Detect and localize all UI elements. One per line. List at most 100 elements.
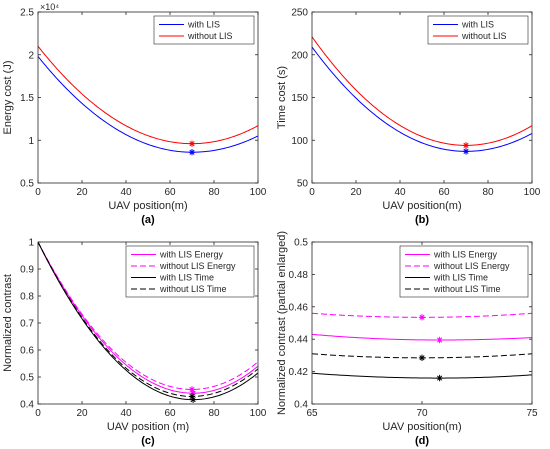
x-tick-label: 40 xyxy=(120,187,132,198)
y-tick-label: 0.5 xyxy=(294,238,308,249)
x-tick-label: 40 xyxy=(394,187,406,198)
panel-d: 65 70 75 0.4 0.42 0.44 0.46 0.48 0.5 UAV position… xyxy=(276,231,538,447)
panel-label: (a) xyxy=(141,214,155,226)
series-line-0 xyxy=(312,333,532,341)
y-tick-label: 50 xyxy=(297,179,309,190)
x-axis-label: UAV position(m) xyxy=(382,421,461,433)
legend-entry: without LIS Energy xyxy=(159,261,236,271)
x-tick-label: 75 xyxy=(526,408,538,419)
y-tick-label: 250 xyxy=(291,8,308,19)
min-marker-1 xyxy=(188,140,196,147)
x-tick-label: 0 xyxy=(35,187,41,198)
legend-entry: without LIS xyxy=(187,31,233,41)
y-tick-label: 0.6 xyxy=(20,346,34,357)
legend-entry: with LIS Energy xyxy=(433,250,498,260)
x-tick-label: 0 xyxy=(309,187,315,198)
series-group xyxy=(312,312,532,382)
min-marker-0 xyxy=(436,336,443,344)
y-tick-label: 1 xyxy=(28,238,34,249)
y-tick-label: 200 xyxy=(291,50,308,61)
min-marker-2 xyxy=(436,374,443,382)
series-group xyxy=(38,242,258,403)
x-tick-label: 20 xyxy=(76,408,88,419)
x-tick-label: 60 xyxy=(438,187,450,198)
y-axis-label: Time cost (s) xyxy=(276,66,288,129)
legend-entry: with LIS Energy xyxy=(159,250,224,260)
y-tick-label: 1 xyxy=(28,136,34,147)
legend-box xyxy=(427,15,529,45)
legend-entry: with LIS xyxy=(461,20,494,30)
series-line-1 xyxy=(38,242,258,390)
panel-b: 0 20 40 60 80 100 50 100 150 200 250 UAV position(m… xyxy=(276,8,541,227)
series-line-1 xyxy=(312,36,532,146)
y-tick-label: 0.8 xyxy=(20,292,34,303)
x-tick-label: 80 xyxy=(482,187,494,198)
y-axis-label: Normalized contrast xyxy=(2,274,14,372)
x-tick-label: 100 xyxy=(250,187,267,198)
min-marker-1 xyxy=(462,142,470,149)
min-marker-2 xyxy=(189,396,197,403)
x-tick-label: 60 xyxy=(164,408,176,419)
y-tick-label: 150 xyxy=(291,93,308,104)
x-tick-label: 100 xyxy=(524,187,541,198)
x-axis-label: UAV position(m) xyxy=(108,200,187,212)
y-tick-label: 0.4 xyxy=(20,400,34,411)
x-tick-label: 20 xyxy=(76,187,88,198)
x-tick-label: 65 xyxy=(306,408,318,419)
y-tick-label: 0.5 xyxy=(20,373,34,384)
series-line-3 xyxy=(38,242,258,397)
y-tick-label: 0.9 xyxy=(20,265,34,276)
panel-label: (c) xyxy=(141,435,155,447)
min-marker-1 xyxy=(418,314,426,321)
y-exponent-label: ×10⁴ xyxy=(40,2,59,12)
min-marker-3 xyxy=(188,393,196,400)
x-axis-label: UAV position (m) xyxy=(107,421,189,433)
x-tick-label: 70 xyxy=(416,408,428,419)
x-tick-label: 80 xyxy=(208,187,220,198)
y-tick-label: 0.7 xyxy=(20,319,34,330)
x-tick-label: 0 xyxy=(35,408,41,419)
series-line-1 xyxy=(38,45,258,145)
series-line-0 xyxy=(312,46,532,152)
panel-a: 0 20 40 60 80 100 0.5 1 1.5 2 2.5 ×10⁴ UAV position(… xyxy=(2,2,267,226)
panel-label: (d) xyxy=(415,435,429,447)
series-line-0 xyxy=(38,242,258,394)
legend-entry: without LIS Energy xyxy=(433,261,510,271)
x-tick-label: 80 xyxy=(208,408,220,419)
y-tick-label: 2.5 xyxy=(20,8,34,19)
legend-box xyxy=(153,15,255,45)
y-tick-label: 0.5 xyxy=(20,179,34,190)
panel-c: 0 20 40 60 80 100 0.4 0.5 0.6 0.7 0.8 0.9 1 UAV posit… xyxy=(2,238,267,448)
x-tick-label: 20 xyxy=(350,187,362,198)
legend-entry: without LIS xyxy=(461,31,507,41)
y-tick-label: 0.42 xyxy=(289,367,309,378)
y-tick-label: 1.5 xyxy=(20,93,34,104)
y-tick-label: 100 xyxy=(291,136,308,147)
x-tick-label: 60 xyxy=(164,187,176,198)
y-tick-label: 0.4 xyxy=(294,400,308,411)
x-tick-label: 100 xyxy=(250,408,267,419)
series-group xyxy=(312,36,532,155)
y-axis-label: Energy cost (J) xyxy=(2,61,14,135)
y-tick-label: 0.48 xyxy=(289,270,309,281)
x-tick-label: 40 xyxy=(120,408,132,419)
series-group xyxy=(38,45,258,156)
y-axis-label: Normalized contrast (partial enlarged) xyxy=(276,231,288,415)
legend-entry: with LIS Time xyxy=(433,273,488,283)
legend-entry: without LIS Time xyxy=(159,284,227,294)
series-line-0 xyxy=(38,56,258,153)
min-marker-1 xyxy=(188,386,196,393)
y-tick-label: 2 xyxy=(28,50,34,61)
series-line-2 xyxy=(38,242,258,401)
y-tick-label: 0.46 xyxy=(289,302,309,313)
min-marker-3 xyxy=(418,354,426,362)
legend-entry: with LIS Time xyxy=(159,273,214,283)
legend-entry: without LIS Time xyxy=(433,284,501,294)
min-marker-0 xyxy=(189,390,197,397)
x-axis-label: UAV position(m) xyxy=(382,200,461,212)
panel-label: (b) xyxy=(415,214,429,226)
